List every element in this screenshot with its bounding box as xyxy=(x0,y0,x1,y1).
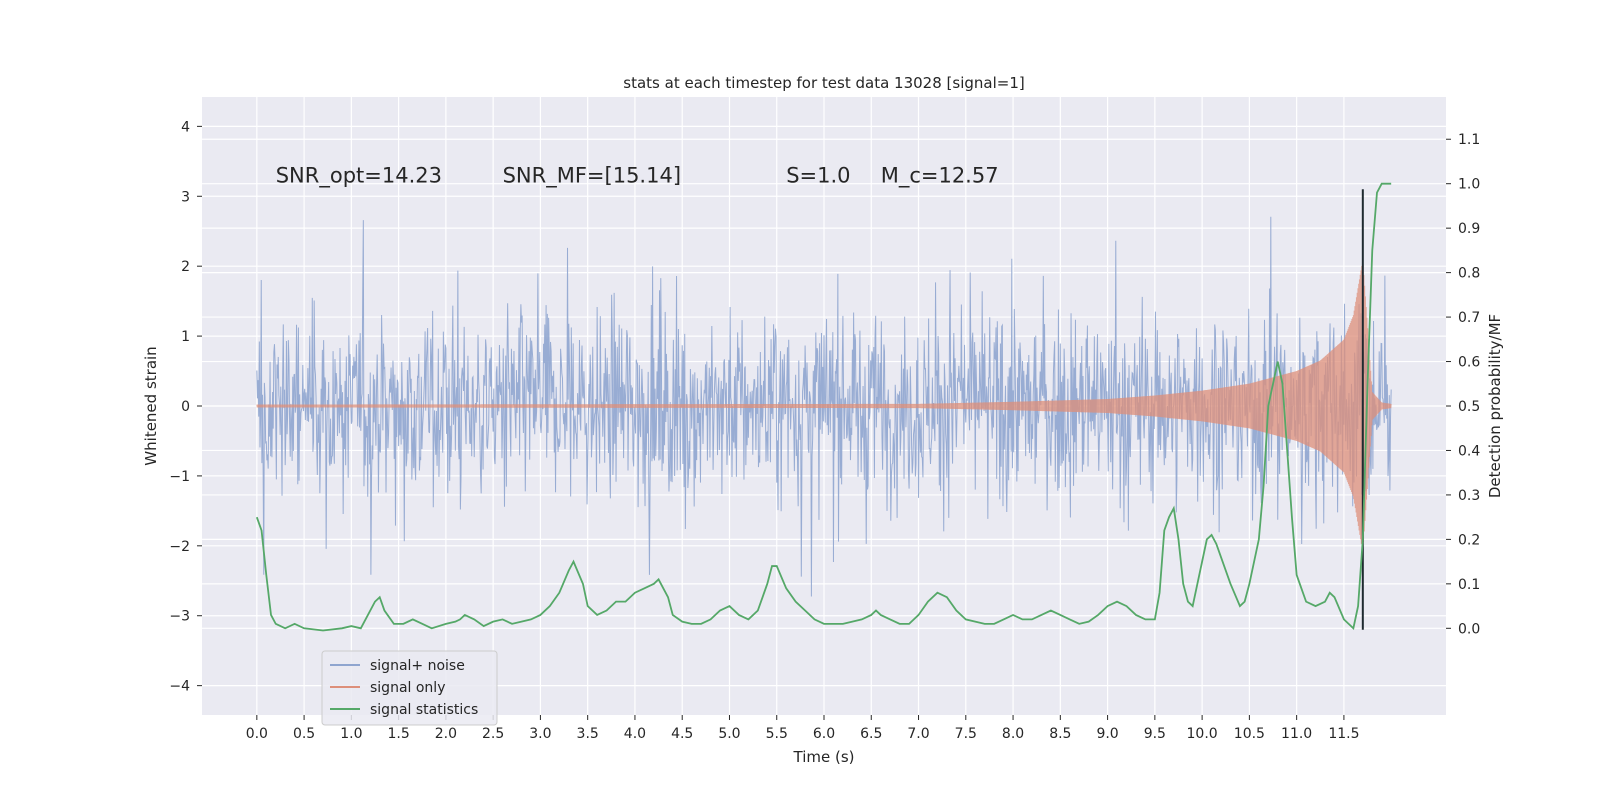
x-tick-label: 0.5 xyxy=(293,726,315,742)
signal-only-series xyxy=(256,261,1392,553)
y-tick-label: −1 xyxy=(169,469,190,485)
y-tick-label: 4 xyxy=(181,119,190,135)
x-tick-label: 10.0 xyxy=(1187,726,1218,742)
chart-title: stats at each timestep for test data 130… xyxy=(623,74,1024,92)
y-right-tick-label: 0.9 xyxy=(1458,221,1480,237)
x-tick-label: 1.5 xyxy=(387,726,409,742)
x-tick-label: 5.0 xyxy=(718,726,740,742)
annotation-text: S=1.0 xyxy=(786,163,850,187)
x-tick-label: 2.5 xyxy=(482,726,504,742)
x-tick-label: 8.0 xyxy=(1002,726,1024,742)
annotations: SNR_opt=14.23 SNR_MF=[15.14] S=1.0 M_c=12.5… xyxy=(276,163,999,188)
signal-noise-series xyxy=(256,216,1392,597)
legend: signal+ noise signal only signal statistic… xyxy=(321,650,498,726)
x-tick-label: 2.0 xyxy=(435,726,457,742)
y-tick-label: −2 xyxy=(169,539,190,555)
x-tick-label: 5.5 xyxy=(766,726,788,742)
x-tick-label: 9.0 xyxy=(1096,726,1118,742)
y-right-tick-label: 1.1 xyxy=(1458,132,1480,148)
y-right-tick-label: 0.6 xyxy=(1458,355,1480,371)
y-tick-label: 2 xyxy=(181,259,190,275)
x-tick-label: 1.0 xyxy=(340,726,362,742)
legend-label: signal statistics xyxy=(370,702,478,718)
y-tick-label: 1 xyxy=(181,329,190,345)
y-tick-label: −3 xyxy=(169,609,190,625)
y-right-tick-label: 0.3 xyxy=(1458,488,1480,504)
legend-label: signal+ noise xyxy=(370,658,465,674)
x-tick-label: 9.5 xyxy=(1144,726,1166,742)
signal-statistics-series xyxy=(255,182,1392,632)
y-right-tick-label: 1.0 xyxy=(1458,177,1480,193)
x-tick-label: 11.5 xyxy=(1328,726,1359,742)
y-right-tick-label: 0.1 xyxy=(1458,577,1480,593)
x-tick-label: 6.0 xyxy=(813,726,835,742)
y-tick-label: 0 xyxy=(181,399,190,415)
y-right-tick-label: 0.5 xyxy=(1458,399,1480,415)
series-layer xyxy=(255,182,1392,632)
ticks: 0.0 0.5 1.0 1.5 2.0 2.5 3.0 3.5 4.0 4.5 5.0 5.5 6.0 6… xyxy=(169,119,1480,742)
legend-label: signal only xyxy=(370,680,445,696)
x-tick-label: 8.5 xyxy=(1049,726,1071,742)
x-tick-label: 7.5 xyxy=(955,726,977,742)
x-tick-label: 3.0 xyxy=(529,726,551,742)
x-tick-label: 11.0 xyxy=(1281,726,1312,742)
annotation-text: M_c=12.57 xyxy=(881,163,999,188)
annotation-text: SNR_MF=[15.14] xyxy=(503,163,681,188)
x-tick-label: 4.5 xyxy=(671,726,693,742)
x-tick-label: 4.0 xyxy=(624,726,646,742)
y-tick-label: −4 xyxy=(169,679,190,695)
annotation-text: SNR_opt=14.23 xyxy=(276,163,442,188)
x-axis-label: Time (s) xyxy=(793,748,855,766)
y-axis-label: Whitened strain xyxy=(142,346,160,465)
legend-box xyxy=(321,650,498,726)
y-tick-label: 3 xyxy=(181,189,190,205)
x-tick-label: 0.0 xyxy=(246,726,268,742)
y-right-tick-label: 0.8 xyxy=(1458,266,1480,282)
y-right-tick-label: 0.2 xyxy=(1458,532,1480,548)
x-tick-label: 6.5 xyxy=(860,726,882,742)
y-right-tick-label: 0.4 xyxy=(1458,443,1480,459)
x-tick-label: 3.5 xyxy=(577,726,599,742)
y-right-tick-label: 0.0 xyxy=(1458,621,1480,637)
y-axis-right-label: Detection probability/MF xyxy=(1486,314,1504,498)
y-right-tick-label: 0.7 xyxy=(1458,310,1480,326)
x-tick-label: 7.0 xyxy=(907,726,929,742)
x-tick-label: 10.5 xyxy=(1234,726,1265,742)
